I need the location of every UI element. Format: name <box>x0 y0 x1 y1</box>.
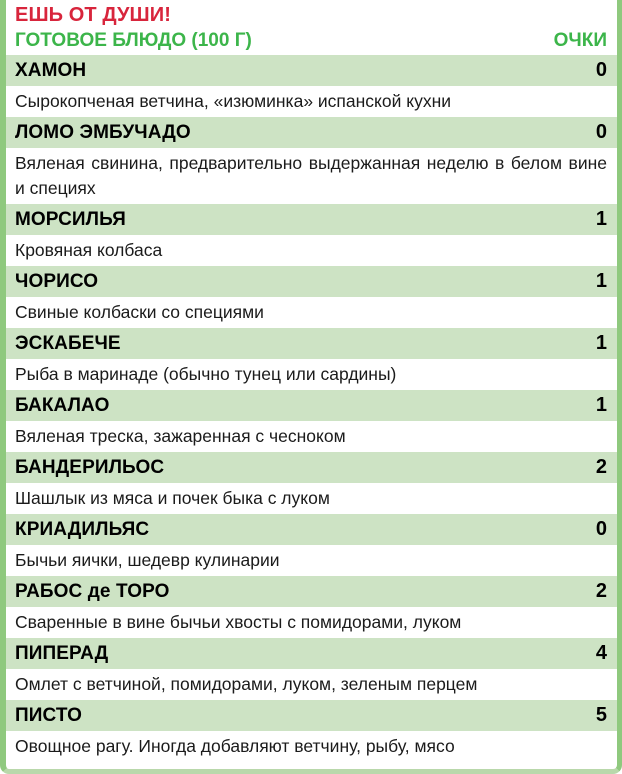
dish-name: БАКАЛАО <box>15 395 110 416</box>
dish-points-value: 1 <box>595 332 607 354</box>
dish-description-row: Бычьи яички, шедевр кулинарии <box>6 545 617 576</box>
dish-description: Рыба в маринаде (обычно тунец или сардин… <box>15 364 397 384</box>
dish-description: Кровяная колбаса <box>15 240 163 260</box>
dish-description: Омлет с ветчиной, помидорами, луком, зел… <box>15 674 478 694</box>
dish-points-value: 2 <box>595 456 607 478</box>
dish-row: РАБОС де ТОРО 2 <box>6 576 617 607</box>
column-headers-row: ГОТОВОЕ БЛЮДО (100 Г) ОЧКИ <box>15 28 608 55</box>
dish-description: Вяленая свинина, предварительно выдержан… <box>15 153 607 198</box>
dish-name: ПИСТО <box>15 705 82 726</box>
dish-description-row: Рыба в маринаде (обычно тунец или сардин… <box>6 359 617 390</box>
dish-points-value: 1 <box>595 270 607 292</box>
dish-name: ЭСКАБЕЧЕ <box>15 333 121 354</box>
table-header: ЕШЬ ОТ ДУШИ! ГОТОВОЕ БЛЮДО (100 Г) ОЧКИ <box>6 0 617 55</box>
dish-name: ЛОМО ЭМБУЧАДО <box>15 122 191 143</box>
dish-points-value: 0 <box>595 121 607 143</box>
dish-name: КРИАДИЛЬЯС <box>15 519 150 540</box>
dish-points-value: 1 <box>595 208 607 230</box>
dish-name: БАНДЕРИЛЬОС <box>15 457 165 478</box>
dish-row: МОРСИЛЬЯ 1 <box>6 204 617 235</box>
dish-points-value: 1 <box>595 394 607 416</box>
dish-row: БАКАЛАО 1 <box>6 390 617 421</box>
dish-description-row: Сваренные в вине бычьи хвосты с помидора… <box>6 607 617 638</box>
dish-row: КРИАДИЛЬЯС 0 <box>6 514 617 545</box>
dish-name: МОРСИЛЬЯ <box>15 209 126 230</box>
dish-name: РАБОС де ТОРО <box>15 581 170 602</box>
dish-description-row: Шашлык из мяса и почек быка с луком <box>6 483 617 514</box>
dish-points-value: 5 <box>595 704 607 726</box>
dish-description-row: Вяленая свинина, предварительно выдержан… <box>6 148 617 204</box>
dish-points-value: 0 <box>595 59 607 81</box>
dish-points-value: 0 <box>595 518 607 540</box>
dish-row: ЛОМО ЭМБУЧАДО 0 <box>6 117 617 148</box>
dish-description-row: Омлет с ветчиной, помидорами, луком, зел… <box>6 669 617 700</box>
dish-description: Сваренные в вине бычьи хвосты с помидора… <box>15 612 462 632</box>
dish-description: Вяленая треска, зажаренная с чесноком <box>15 426 346 446</box>
dish-row: ХАМОН 0 <box>6 55 617 86</box>
dish-description: Сырокопченая ветчина, «изюминка» испанск… <box>15 91 452 111</box>
column-header-dish: ГОТОВОЕ БЛЮДО (100 Г) <box>15 30 252 51</box>
dish-description-row: Сырокопченая ветчина, «изюминка» испанск… <box>6 86 617 117</box>
dish-description: Овощное рагу. Иногда добавляют ветчину, … <box>15 736 455 756</box>
dish-description: Шашлык из мяса и почек быка с луком <box>15 488 330 508</box>
dish-row: ЭСКАБЕЧЕ 1 <box>6 328 617 359</box>
dish-description: Бычьи яички, шедевр кулинарии <box>15 550 280 570</box>
dish-description-row: Кровяная колбаса <box>6 235 617 266</box>
dish-row: ЧОРИСО 1 <box>6 266 617 297</box>
dish-points-value: 2 <box>595 580 607 602</box>
dish-name: ЧОРИСО <box>15 271 99 292</box>
dish-description-row: Овощное рагу. Иногда добавляют ветчину, … <box>6 731 617 762</box>
dish-row: БАНДЕРИЛЬОС 2 <box>6 452 617 483</box>
page-title: ЕШЬ ОТ ДУШИ! <box>15 4 171 26</box>
dish-description-row: Свиные колбаски со специями <box>6 297 617 328</box>
dish-name: ХАМОН <box>15 60 87 81</box>
dish-description: Свиные колбаски со специями <box>15 302 264 322</box>
dish-name: ПИПЕРАД <box>15 643 109 664</box>
dish-points-value: 4 <box>595 642 607 664</box>
column-header-points: ОЧКИ <box>553 30 607 51</box>
table-body: ХАМОН 0 Сырокопченая ветчина, «изюминка» и… <box>6 55 617 762</box>
dish-row: ПИПЕРАД 4 <box>6 638 617 669</box>
dish-row: ПИСТО 5 <box>6 700 617 731</box>
dish-description-row: Вяленая треска, зажаренная с чесноком <box>6 421 617 452</box>
